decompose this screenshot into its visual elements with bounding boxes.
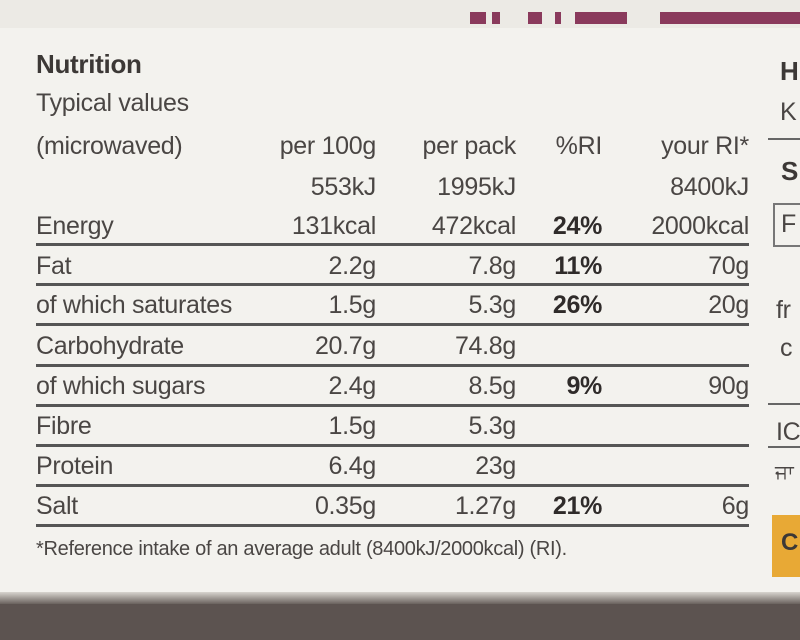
- energy-kj-per100: 553kJ: [310, 173, 377, 201]
- print-mark: [660, 12, 800, 24]
- col-header-perpack: per pack: [422, 132, 517, 160]
- top-print-band: [0, 0, 800, 28]
- right-panel-fragment: fr: [776, 296, 791, 324]
- cell-yourri: 70g: [708, 252, 749, 280]
- row-divider: [36, 524, 749, 527]
- reference-intake-footnote: *Reference intake of an average adult (8…: [36, 538, 567, 560]
- cell-per100: 1.5g: [328, 412, 377, 440]
- background-surface: [0, 604, 800, 640]
- col-header-yourri: your RI*: [661, 132, 749, 160]
- nutrition-carton: Nutrition Typical values (microwaved) pe…: [0, 0, 800, 600]
- yellow-badge: C: [772, 515, 800, 577]
- cell-perpack: 8.5g: [468, 372, 517, 400]
- energy-kj-yourri: 8400kJ: [670, 173, 749, 201]
- right-panel-box: [773, 203, 800, 247]
- cell-per100: 20.7g: [314, 332, 376, 360]
- row-label-carbohydrate: Carbohydrate: [36, 332, 184, 360]
- cell-per100: 1.5g: [328, 291, 377, 319]
- right-panel-fragment: H: [780, 56, 799, 86]
- row-divider: [36, 364, 749, 367]
- print-mark: [555, 12, 561, 24]
- cell-yourri: 90g: [708, 372, 749, 400]
- row-divider: [36, 444, 749, 447]
- cell-per100: 0.35g: [314, 492, 376, 520]
- cell-per100: 2.2g: [328, 252, 377, 280]
- col-header-per100: per 100g: [279, 132, 377, 160]
- cell-perpack: 5.3g: [468, 412, 517, 440]
- cell-perpack: 1.27g: [454, 492, 516, 520]
- cell-ri: 24%: [552, 212, 602, 240]
- row-label-sugars: of which sugars: [36, 372, 206, 400]
- right-panel-rule: [768, 403, 800, 405]
- row-divider: [36, 283, 749, 286]
- row-label-protein: Protein: [36, 452, 114, 480]
- row-divider: [36, 323, 749, 326]
- cell-perpack: 23g: [475, 452, 516, 480]
- row-divider: [36, 243, 749, 246]
- cell-perpack: 74.8g: [454, 332, 516, 360]
- prep-label: (microwaved): [36, 132, 183, 160]
- cell-ri: 9%: [566, 372, 602, 400]
- cell-per100: 131kcal: [291, 212, 376, 240]
- carton-edge: [0, 592, 800, 604]
- cell-perpack: 5.3g: [468, 291, 517, 319]
- cell-yourri: 2000kcal: [651, 212, 749, 240]
- row-label-energy: Energy: [36, 212, 114, 240]
- badge-fragment: C: [781, 529, 799, 556]
- row-label-fibre: Fibre: [36, 412, 92, 440]
- print-mark: [470, 12, 486, 24]
- cell-perpack: 7.8g: [468, 252, 517, 280]
- print-mark: [492, 12, 500, 24]
- right-panel-rule: [768, 446, 800, 448]
- row-label-saturates: of which saturates: [36, 291, 233, 319]
- right-panel-rule: [768, 138, 800, 140]
- cell-per100: 6.4g: [328, 452, 377, 480]
- col-header-ri: %RI: [555, 132, 603, 160]
- cell-perpack: 472kcal: [431, 212, 516, 240]
- energy-kj-perpack: 1995kJ: [437, 173, 516, 201]
- print-mark: [575, 12, 627, 24]
- cell-ri: 11%: [554, 252, 602, 280]
- right-panel-fragment: ਜਾ: [775, 462, 794, 484]
- cell-ri: 21%: [552, 492, 602, 520]
- typical-values-label: Typical values: [36, 89, 189, 117]
- nutrition-heading: Nutrition: [36, 49, 142, 79]
- cell-yourri: 20g: [708, 291, 749, 319]
- cell-yourri: 6g: [721, 492, 750, 520]
- cell-ri: 26%: [552, 291, 602, 319]
- right-panel-fragment: c: [780, 334, 793, 362]
- right-panel-fragment: S: [781, 156, 799, 186]
- row-label-fat: Fat: [36, 252, 72, 280]
- print-mark: [528, 12, 542, 24]
- row-label-salt: Salt: [36, 492, 78, 520]
- right-panel-fragment: F: [781, 210, 796, 238]
- right-panel-fragment: IC: [776, 418, 800, 446]
- row-divider: [36, 484, 749, 487]
- row-divider: [36, 404, 749, 407]
- right-panel-fragment: K: [780, 98, 797, 126]
- cell-per100: 2.4g: [328, 372, 377, 400]
